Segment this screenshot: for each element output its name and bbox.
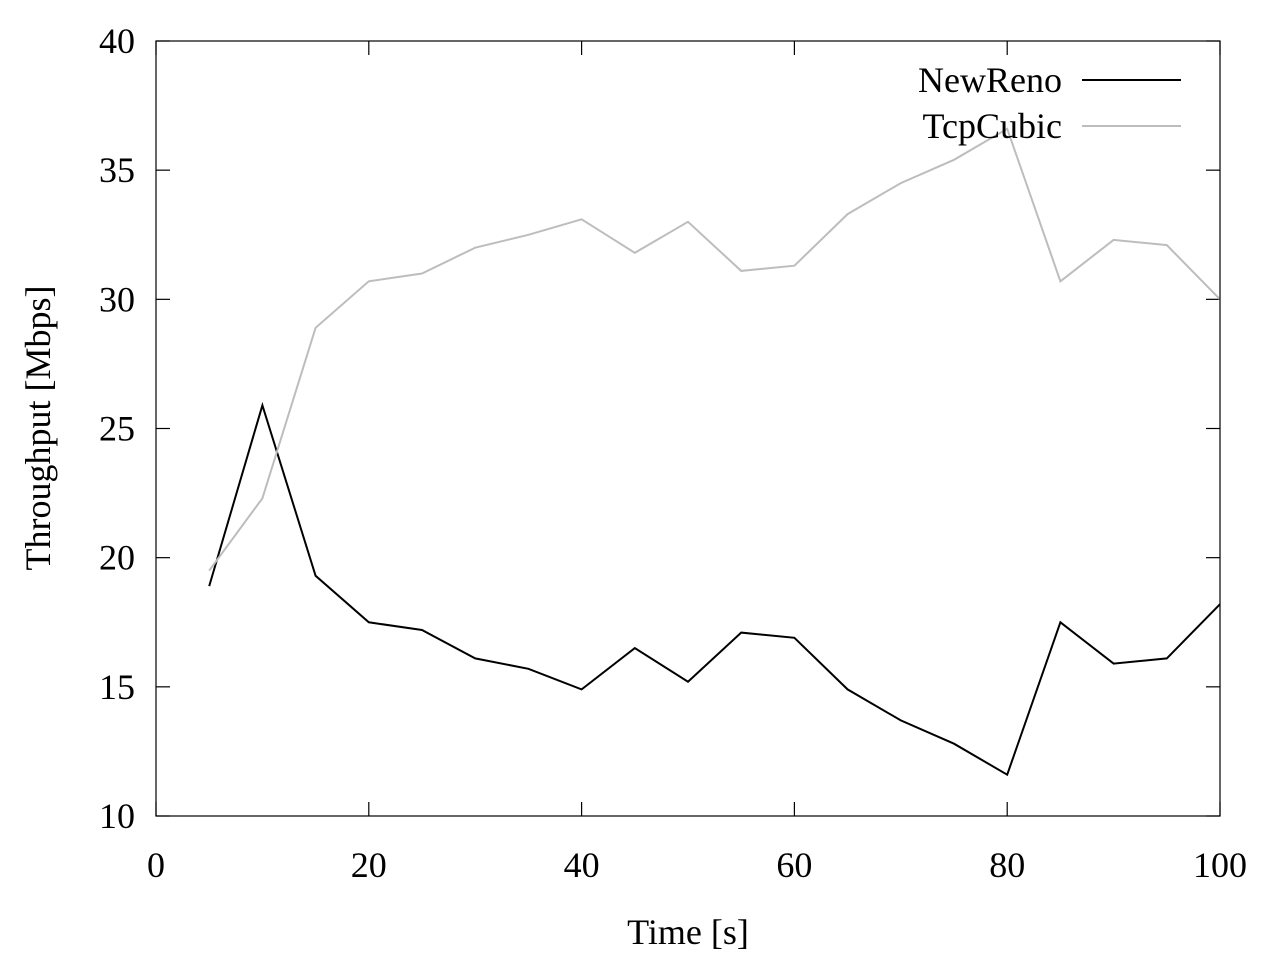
- y-tick-label: 15: [99, 667, 135, 707]
- y-axis-title: Throughput [Mbps]: [18, 286, 58, 571]
- plot-frame: [155, 40, 1221, 817]
- y-tick-label: 25: [99, 409, 135, 449]
- y-tick-labels: 10 15 20 25 30 35 40: [99, 21, 135, 836]
- x-tick-label: 40: [564, 845, 600, 885]
- x-tick-labels: 0 20 40 60 80 100: [147, 845, 1247, 885]
- legend: NewReno TcpCubic: [918, 60, 1181, 146]
- x-axis-title: Time [s]: [627, 912, 749, 952]
- x-tick-label: 20: [351, 845, 387, 885]
- x-tick-label: 100: [1193, 845, 1247, 885]
- series-line-tcpcubic: [208, 127, 1221, 572]
- x-tick-label: 60: [776, 845, 812, 885]
- axis-ticks: [155, 40, 1221, 817]
- x-tick-label: 80: [989, 845, 1025, 885]
- series-lines: [208, 127, 1221, 777]
- legend-label-tcpcubic: TcpCubic: [923, 106, 1062, 146]
- y-tick-label: 10: [99, 796, 135, 836]
- y-tick-label: 30: [99, 279, 135, 319]
- legend-label-newreno: NewReno: [918, 60, 1062, 100]
- series-line-newreno: [208, 401, 1221, 777]
- y-tick-label: 35: [99, 150, 135, 190]
- y-tick-label: 20: [99, 538, 135, 578]
- y-tick-label: 40: [99, 21, 135, 61]
- x-tick-label: 0: [147, 845, 165, 885]
